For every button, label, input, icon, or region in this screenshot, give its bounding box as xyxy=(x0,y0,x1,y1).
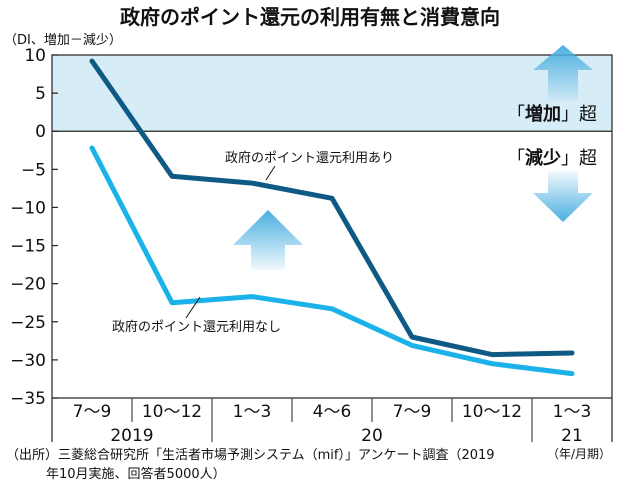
x-unit-label: （年/月期） xyxy=(547,447,611,461)
x-year-label: 2019 xyxy=(110,426,153,446)
x-tick-label: 7〜9 xyxy=(73,402,112,422)
arrows xyxy=(233,45,593,270)
x-axis: 7〜9 10〜12 1〜3 4〜6 7〜9 10〜12 1〜3 2019 20 21 xyxy=(51,398,613,446)
series-label-without-points: 政府のポイント還元利用なし xyxy=(112,320,281,335)
y-tick-label: −35 xyxy=(10,389,46,409)
decrease-arrow-icon xyxy=(533,171,593,222)
series-label-leader-without-points xyxy=(185,296,201,319)
y-tick-label: −10 xyxy=(10,198,46,218)
y-tick-label: −5 xyxy=(21,160,46,180)
source-note: （出所）三菱総合研究所「生活者市場予測システム（mif）」アンケート調査（201… xyxy=(6,446,612,484)
series-label-leader-with-points xyxy=(265,165,276,181)
y-axis-label: （DI、増加－減少） xyxy=(4,32,122,48)
series-line-with-points xyxy=(89,58,575,358)
chart-title: 政府のポイント還元の利用有無と消費意向 xyxy=(120,5,500,29)
y-axis: 10 5 0 −5 −10 −15 −20 −25 −30 −35 xyxy=(10,46,612,409)
series-layer xyxy=(89,58,575,377)
y-tick-label: 10 xyxy=(24,46,46,66)
x-tick-label: 4〜6 xyxy=(313,402,352,422)
x-year-label: 20 xyxy=(361,426,383,446)
y-tick-label: −15 xyxy=(10,237,46,257)
series-label-with-points: 政府のポイント還元利用あり xyxy=(225,151,394,166)
y-tick-label: 0 xyxy=(35,122,46,142)
series-line-without-points xyxy=(89,145,575,377)
x-tick-label: 10〜12 xyxy=(142,402,202,422)
mid-up-arrow-icon xyxy=(233,210,303,270)
x-year-label: 21 xyxy=(561,426,583,446)
x-tick-label: 7〜9 xyxy=(393,402,432,422)
positive-region xyxy=(52,55,612,132)
source-note-line-2: 年10月実施、回答者5000人） xyxy=(46,467,226,482)
decrease-annotation: 「減少」超 xyxy=(507,147,597,169)
x-tick-label: 1〜3 xyxy=(553,402,592,422)
y-tick-label: 5 xyxy=(35,84,46,104)
x-tick-label: 1〜3 xyxy=(233,402,272,422)
plot-frame xyxy=(51,54,613,399)
x-tick-label: 10〜12 xyxy=(462,402,522,422)
source-note-line-1: （出所）三菱総合研究所「生活者市場予測システム（mif）」アンケート調査（201… xyxy=(6,448,495,463)
y-tick-label: −20 xyxy=(10,275,46,295)
increase-annotation: 「増加」超 xyxy=(507,103,597,125)
y-tick-label: −25 xyxy=(10,313,46,333)
y-tick-label: −30 xyxy=(10,351,46,371)
increase-arrow-icon xyxy=(533,45,593,100)
